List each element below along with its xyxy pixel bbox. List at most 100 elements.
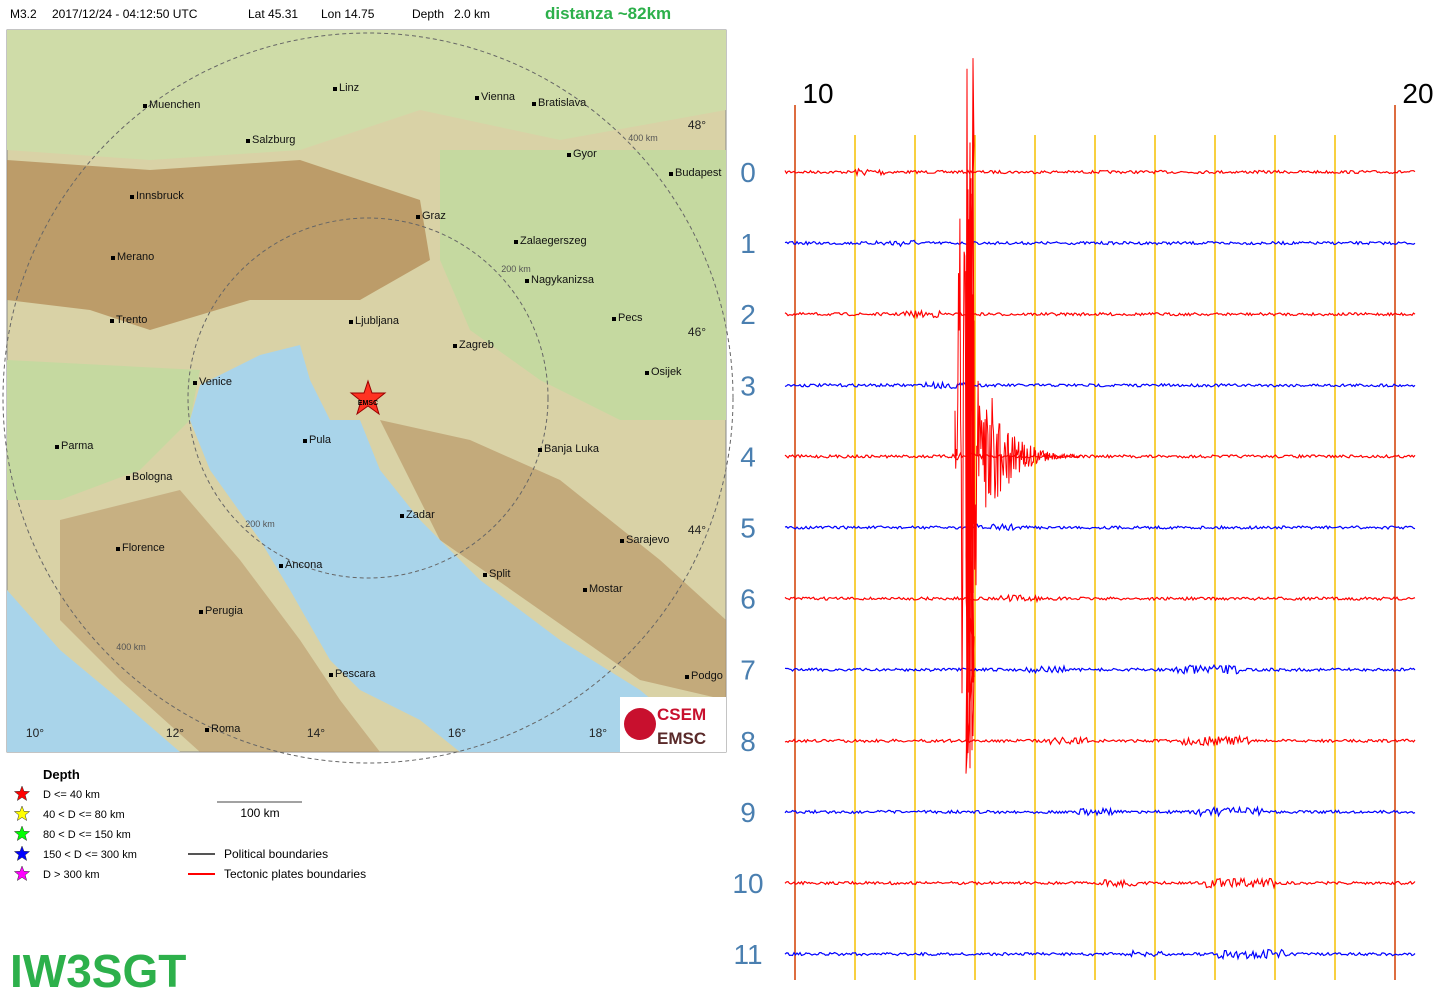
- row-label: 4: [740, 441, 756, 472]
- city-label: Parma: [61, 440, 94, 452]
- city-dot: [567, 153, 571, 157]
- city-dot: [126, 476, 130, 480]
- distance: distanza ~82km: [545, 4, 671, 23]
- city-label: Budapest: [675, 167, 721, 179]
- row-label: 3: [740, 370, 756, 401]
- legend-label: Political boundaries: [224, 847, 328, 861]
- city-label: Ljubljana: [355, 315, 400, 327]
- lon-label: 12°: [166, 726, 184, 740]
- trace: [784, 664, 1416, 675]
- trace: [784, 948, 1416, 961]
- row-label: 6: [740, 584, 756, 615]
- city-dot: [205, 728, 209, 732]
- scale-label: 100 km: [240, 806, 279, 820]
- city-dot: [193, 381, 197, 385]
- city-dot: [279, 564, 283, 568]
- city-dot: [110, 319, 114, 323]
- lon-label: 14°: [307, 726, 325, 740]
- city-dot: [669, 172, 673, 176]
- city-dot: [685, 675, 689, 679]
- city-dot: [583, 588, 587, 592]
- city-label: Nagykanizsa: [531, 274, 595, 286]
- legend-label: D > 300 km: [43, 869, 100, 881]
- quake-burst: [954, 218, 1080, 694]
- map-adriatic: [190, 345, 705, 752]
- quake-spike: [965, 58, 975, 774]
- ring-label: 400 km: [628, 133, 658, 143]
- city-dot: [612, 317, 616, 321]
- time-label: 10: [802, 78, 833, 109]
- logo-text: EMSC: [657, 729, 706, 748]
- legend-star: [13, 865, 31, 882]
- city-dot: [620, 539, 624, 543]
- city-label: Zagreb: [459, 339, 494, 351]
- row-label: 2: [740, 299, 756, 330]
- map-dinarides: [380, 420, 726, 700]
- city-dot: [55, 445, 59, 449]
- trace: [784, 308, 1416, 320]
- lon-label: 10°: [26, 726, 44, 740]
- city-label: Banja Luka: [544, 443, 600, 455]
- map-ring: [187, 217, 549, 579]
- map-po-valley: [7, 360, 200, 500]
- city-label: Salzburg: [252, 134, 295, 146]
- depth: Depth 2.0 km: [412, 7, 490, 21]
- callsign: IW3SGT: [10, 945, 186, 997]
- seismogram: 10 20 0 1 2 3 4 5 6 7 8 9 10 11: [732, 58, 1434, 980]
- trace: [784, 734, 1416, 747]
- map-labels: Muenchen Linz Vienna Bratislava Salzburg Inns…: [26, 82, 723, 740]
- city-label: Graz: [422, 210, 446, 222]
- city-label: Zadar: [406, 509, 435, 521]
- ring-label: 200 km: [501, 264, 531, 274]
- trace: [784, 380, 1416, 390]
- map-tyrrhenian: [7, 590, 180, 752]
- legend-label: D <= 40 km: [43, 789, 100, 801]
- map-plain-north: [7, 30, 726, 160]
- row-label: 5: [740, 513, 756, 544]
- city-dot: [349, 320, 353, 324]
- map-apennines: [60, 490, 380, 752]
- legend-label: 80 < D <= 150 km: [43, 829, 131, 841]
- city-dot: [416, 215, 420, 219]
- map-alps: [7, 160, 430, 330]
- legend: Depth 100 km D <= 40 km 40 < D <= 80 km 80…: [13, 767, 366, 882]
- city-dot: [333, 87, 337, 91]
- lon: Lon 14.75: [321, 7, 375, 21]
- city-dot: [116, 547, 120, 551]
- magnitude: M3.2: [10, 7, 37, 21]
- city-label: Podgo: [691, 670, 723, 682]
- lat-label: 44°: [688, 523, 706, 537]
- trace: [784, 522, 1416, 532]
- city-label: Roma: [211, 723, 241, 735]
- row-label: 10: [732, 868, 763, 899]
- city-label: Pescara: [335, 668, 376, 680]
- city-dot: [538, 448, 542, 452]
- map: EMSC CSEM EMSC: [2, 29, 734, 764]
- city-label: Florence: [122, 542, 165, 554]
- city-label: Vienna: [481, 91, 516, 103]
- city-dot: [475, 96, 479, 100]
- row-label: 7: [740, 655, 756, 686]
- city-label: Pula: [309, 434, 332, 446]
- city-label: Split: [489, 568, 510, 580]
- city-label: Bratislava: [538, 97, 587, 109]
- ring-label: 200 km: [245, 519, 275, 529]
- city-label: Muenchen: [149, 99, 200, 111]
- city-dot: [143, 104, 147, 108]
- city-label: Pecs: [618, 312, 643, 324]
- trace: [784, 876, 1416, 890]
- city-label: Bologna: [132, 471, 173, 483]
- trace: [784, 593, 1416, 604]
- city-label: Sarajevo: [626, 534, 669, 546]
- legend-title: Depth: [43, 767, 80, 782]
- city-dot: [303, 439, 307, 443]
- city-label: Ancona: [285, 559, 323, 571]
- city-dot: [532, 102, 536, 106]
- row-label: 11: [733, 939, 762, 970]
- lat: Lat 45.31: [248, 7, 298, 21]
- city-label: Osijek: [651, 366, 682, 378]
- logo-text: CSEM: [657, 705, 706, 724]
- city-dot: [329, 673, 333, 677]
- row-label: 8: [740, 726, 756, 757]
